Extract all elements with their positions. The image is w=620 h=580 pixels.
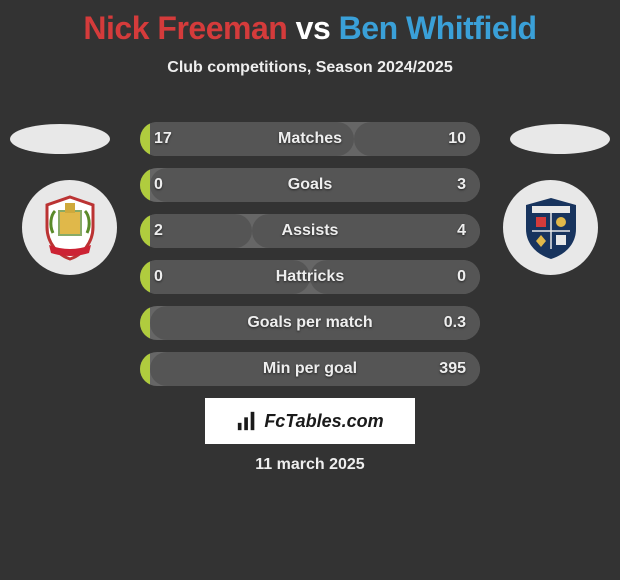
stat-row: 17Matches10 <box>140 122 480 156</box>
stat-label: Assists <box>140 214 480 248</box>
player1-photo <box>10 124 110 154</box>
vs-text: vs <box>296 10 331 46</box>
stat-value-right: 0 <box>457 260 466 294</box>
brand-badge[interactable]: FcTables.com <box>205 398 415 444</box>
player1-crest <box>22 180 117 275</box>
stat-value-right: 4 <box>457 214 466 248</box>
stat-value-right: 395 <box>439 352 466 386</box>
stat-value-right: 3 <box>457 168 466 202</box>
stat-label: Goals <box>140 168 480 202</box>
stats-table: 17Matches100Goals32Assists40Hattricks0Go… <box>140 122 480 398</box>
stat-row: 0Goals3 <box>140 168 480 202</box>
stat-label: Goals per match <box>140 306 480 340</box>
brand-text: FcTables.com <box>264 411 383 432</box>
player1-name: Nick Freeman <box>83 10 287 46</box>
date-text: 11 march 2025 <box>0 456 620 474</box>
stat-row: Goals per match0.3 <box>140 306 480 340</box>
subtitle: Club competitions, Season 2024/2025 <box>0 59 620 77</box>
player2-photo <box>510 124 610 154</box>
player2-crest <box>503 180 598 275</box>
stat-label: Hattricks <box>140 260 480 294</box>
player2-name: Ben Whitfield <box>339 10 537 46</box>
stat-row: Min per goal395 <box>140 352 480 386</box>
stat-row: 0Hattricks0 <box>140 260 480 294</box>
stat-value-right: 10 <box>448 122 466 156</box>
stat-row: 2Assists4 <box>140 214 480 248</box>
shield-icon <box>516 193 586 263</box>
page-title: Nick Freeman vs Ben Whitfield <box>0 0 620 47</box>
bar-chart-icon <box>236 410 258 432</box>
shield-icon <box>35 193 105 263</box>
stat-label: Matches <box>140 122 480 156</box>
stat-label: Min per goal <box>140 352 480 386</box>
stat-value-right: 0.3 <box>444 306 466 340</box>
